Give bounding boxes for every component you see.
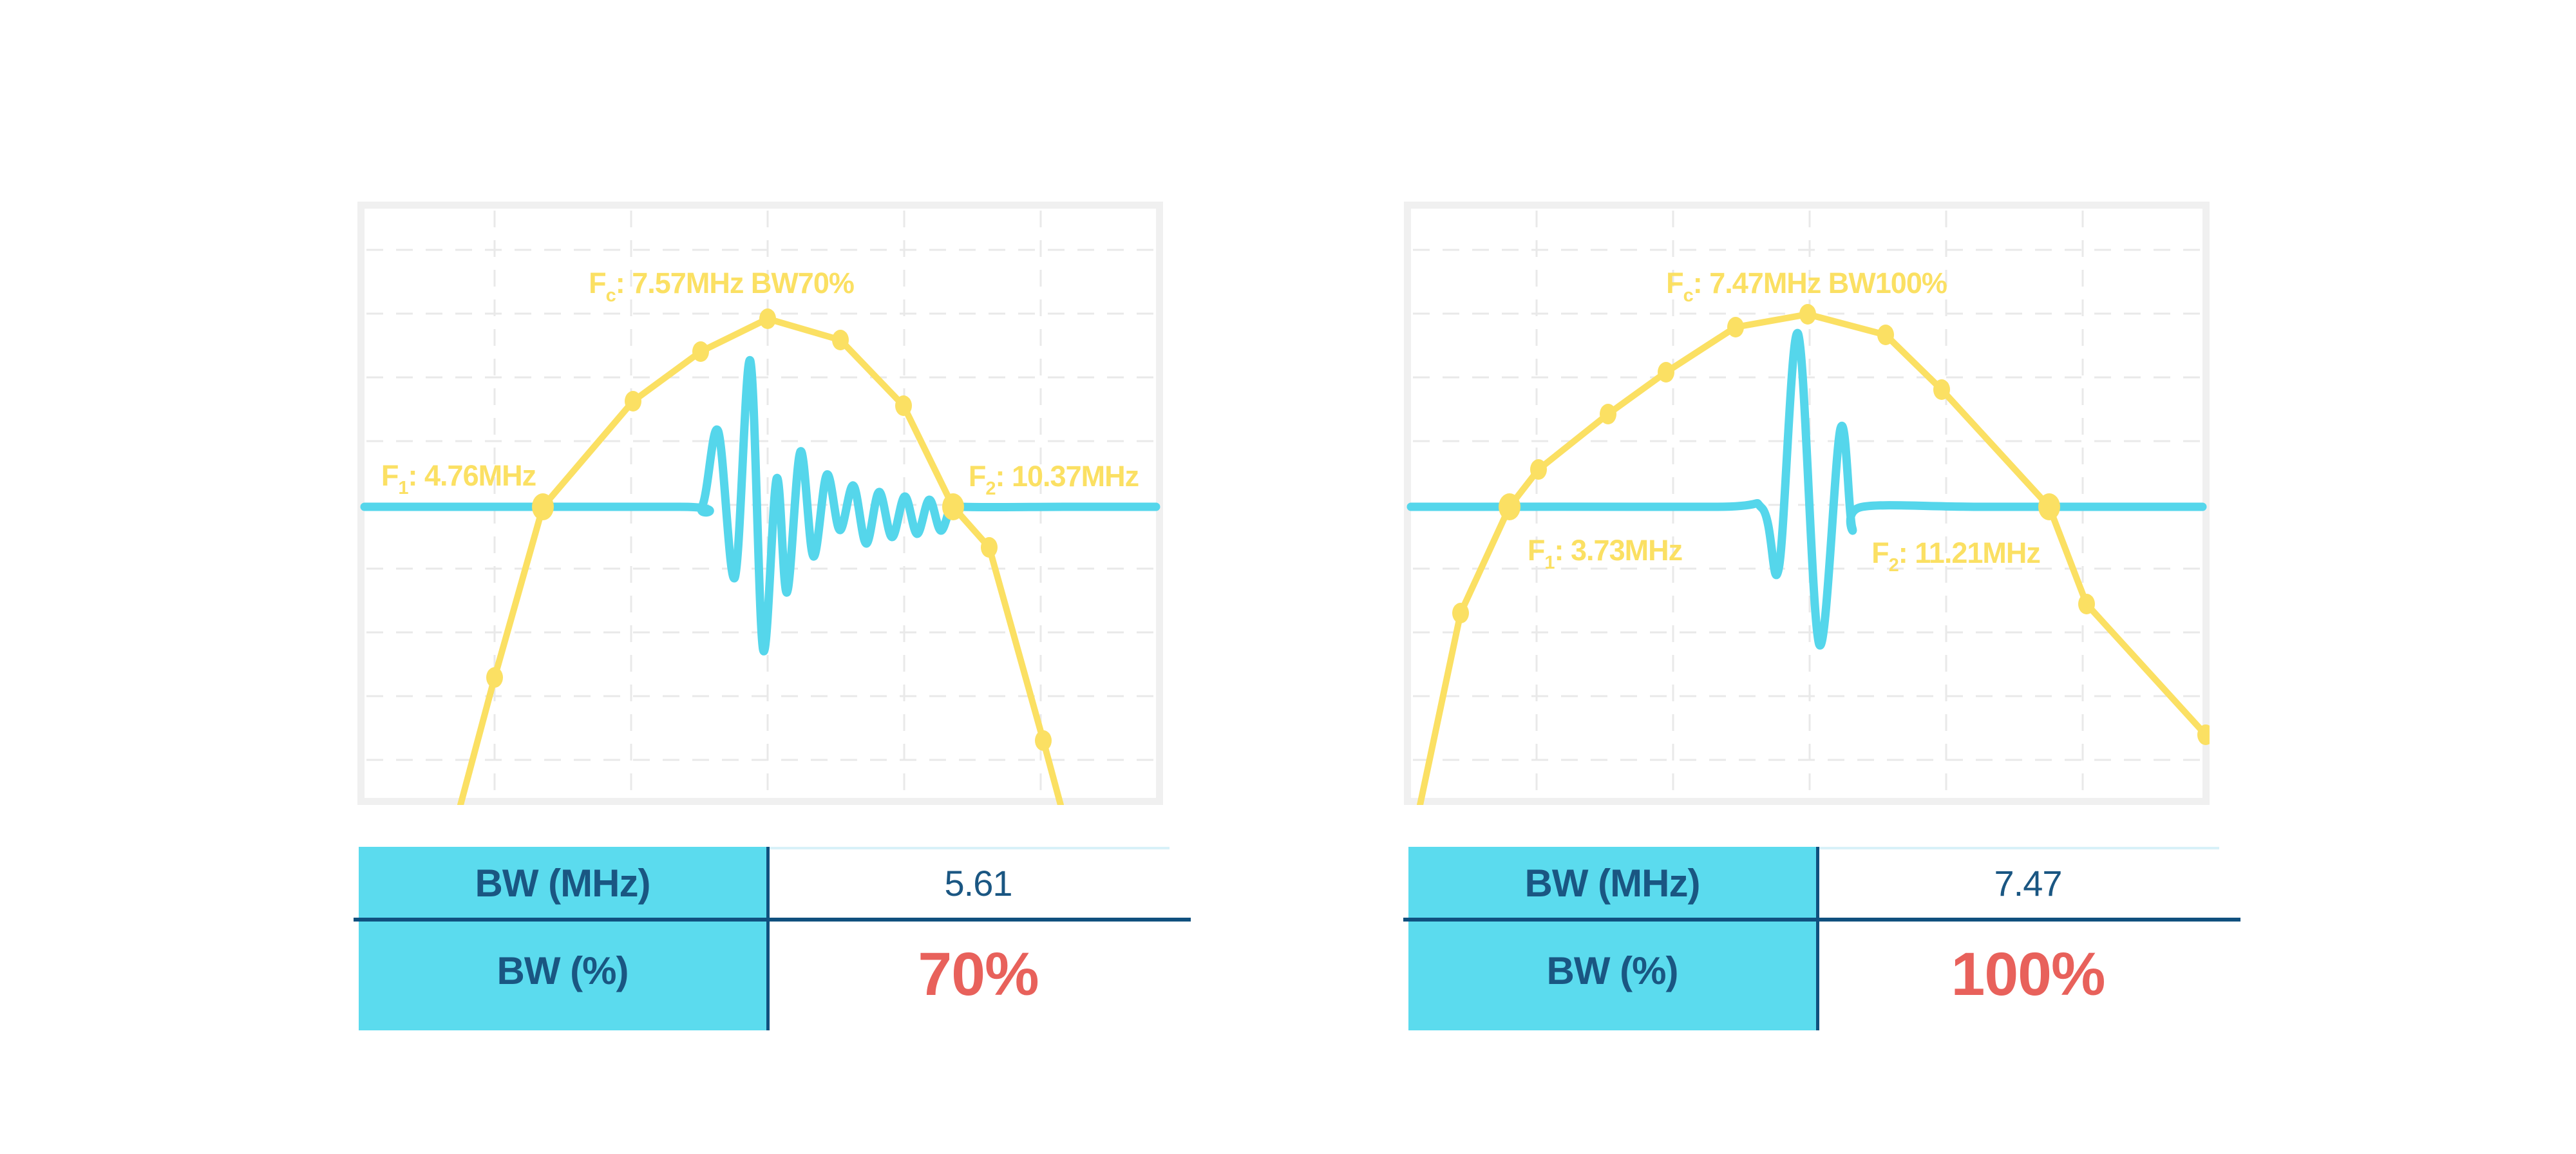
spectrum-point-marker	[692, 341, 709, 362]
spectrum-chart-bw70: Fc: 7.57MHz BW70% F1: 4.76MHz F2: 10.37MHz	[357, 202, 1163, 805]
annotation-fc-bw: Fc: 7.57MHz BW70%	[589, 267, 854, 306]
spectrum-point-marker	[832, 330, 849, 350]
spectrum-point-marker	[1452, 603, 1469, 623]
spectrum-point-marker	[1600, 404, 1616, 424]
annotation-f2: F2: 10.37MHz	[969, 460, 1139, 499]
chart-svg: Fc: 7.57MHz BW70% F1: 4.76MHz F2: 10.37MHz	[357, 202, 1163, 805]
annotation-fc-bw: Fc: 7.47MHz BW100%	[1666, 267, 1947, 306]
bw-pct-value: 100%	[1951, 940, 2106, 1008]
spectrum-point-marker	[2197, 724, 2210, 745]
value-column-top-border	[769, 847, 1170, 849]
bw-pct-label: BW (%)	[497, 949, 629, 992]
bw-mhz-label: BW (MHz)	[1524, 861, 1701, 905]
f1-crossing-marker	[1499, 493, 1520, 520]
spectrum-point-marker	[759, 308, 776, 329]
spectrum-point-marker	[895, 395, 912, 416]
f2-crossing-marker	[942, 493, 964, 520]
spectrum-point-marker	[1877, 325, 1894, 345]
f2-crossing-marker	[2038, 493, 2060, 520]
bw-mhz-label: BW (MHz)	[475, 861, 651, 905]
spectrum-point-marker	[981, 537, 998, 558]
spectrum-point-marker	[486, 667, 503, 688]
bw-mhz-value: 7.47	[1994, 862, 2063, 903]
annotation-f2: F2: 11.21MHz	[1871, 536, 2040, 576]
spectrum-point-marker	[1658, 362, 1674, 383]
spectrum-point-marker	[625, 391, 641, 411]
bw-pct-label: BW (%)	[1546, 949, 1679, 992]
spectrum-point-marker	[1035, 730, 1052, 751]
spectrum-curve	[457, 316, 1064, 805]
table-label-column	[1408, 847, 1816, 1030]
spectrum-point-marker	[1727, 317, 1744, 337]
table-vertical-divider	[766, 847, 770, 1030]
annotation-f1: F1: 4.76MHz	[381, 459, 536, 498]
f1-crossing-marker	[532, 493, 554, 520]
spectrum-point-marker	[2078, 594, 2095, 614]
spectrum-chart-bw100: Fc: 7.47MHz BW100% F1: 3.73MHz F2: 11.21MH…	[1404, 202, 2210, 805]
table-vertical-divider	[1816, 847, 1819, 1030]
table-label-column	[359, 847, 766, 1030]
pulse-waveform	[1406, 329, 2207, 650]
bw-summary-table-right: BW (MHz) 7.47 BW (%) 100%	[1403, 847, 2246, 1030]
chart-svg: Fc: 7.47MHz BW100% F1: 3.73MHz F2: 11.21MH…	[1404, 202, 2210, 805]
pulse-waveform	[360, 356, 1160, 656]
bw-summary-table-left: BW (MHz) 5.61 BW (%) 70%	[354, 847, 1196, 1030]
spectrum-point-marker	[1799, 304, 1816, 325]
table-horizontal-divider	[1403, 918, 2240, 922]
bw-mhz-value: 5.61	[944, 862, 1013, 903]
table-horizontal-divider	[354, 918, 1191, 922]
spectrum-point-marker	[1530, 459, 1547, 480]
annotation-f1: F1: 3.73MHz	[1528, 534, 1682, 573]
spectrum-point-marker	[1933, 379, 1950, 400]
value-column-top-border	[1819, 847, 2219, 849]
bw-pct-value: 70%	[918, 940, 1039, 1008]
